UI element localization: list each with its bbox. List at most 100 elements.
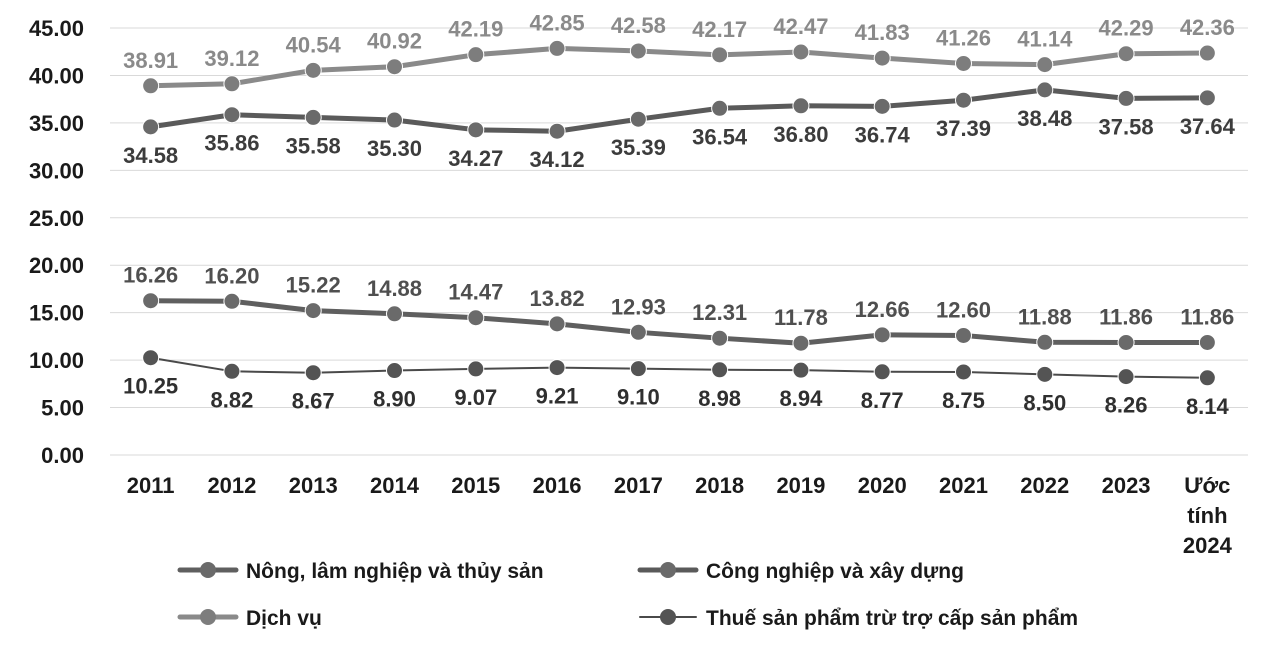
data-point [955, 363, 972, 381]
data-point [386, 111, 403, 129]
series-line [148, 87, 1210, 134]
data-point [792, 97, 810, 115]
data-point [711, 329, 729, 347]
series-line [148, 298, 1210, 346]
x-tick-label: 2013 [289, 473, 338, 498]
data-label: 8.98 [698, 386, 741, 411]
data-point [1117, 45, 1135, 63]
legend-item: Dịch vụ [177, 607, 322, 630]
x-tick-label: 2017 [614, 473, 663, 498]
legend-label: Dịch vụ [246, 607, 322, 630]
data-point [1036, 333, 1054, 351]
data-point [223, 292, 241, 310]
data-point [548, 39, 566, 57]
data-point [1117, 333, 1135, 351]
data-label: 10.25 [123, 374, 178, 399]
data-point [142, 77, 160, 95]
data-point [873, 49, 891, 67]
data-point [955, 91, 972, 109]
x-tick-label: Ước tính 2024 [1183, 473, 1233, 558]
data-point [304, 364, 322, 382]
data-label: 42.58 [611, 13, 666, 38]
data-label: 42.19 [448, 17, 503, 42]
series-1 [142, 292, 1216, 352]
data-point [304, 302, 322, 320]
data-point [629, 323, 647, 341]
data-point [1117, 89, 1135, 107]
data-label: 42.29 [1099, 16, 1154, 41]
data-label: 12.93 [611, 294, 666, 319]
y-tick-label: 10.00 [29, 348, 84, 373]
legend: Nông, lâm nghiệp và thủy sản Công nghiệp … [177, 560, 1078, 630]
data-label: 36.54 [692, 124, 748, 149]
data-label: 35.86 [204, 131, 259, 156]
legend-item: Công nghiệp và xây dựng [637, 560, 964, 583]
series-3 [142, 39, 1216, 95]
data-label: 8.94 [780, 386, 824, 411]
data-point [386, 305, 403, 323]
data-label: 42.36 [1180, 15, 1235, 40]
data-label: 12.60 [936, 297, 991, 322]
data-point [548, 359, 566, 377]
y-tick-label: 5.00 [41, 396, 84, 421]
data-label: 8.77 [861, 388, 904, 413]
x-tick-label: 2015 [451, 473, 500, 498]
data-point [548, 122, 566, 140]
legend-swatch-marker [660, 562, 676, 578]
data-label: 34.12 [530, 147, 585, 172]
data-label: 40.92 [367, 29, 422, 54]
data-label: 9.10 [617, 385, 660, 410]
data-label: 39.12 [204, 46, 259, 71]
y-tick-label: 0.00 [41, 443, 84, 468]
data-label: 38.48 [1017, 106, 1072, 131]
data-point [1036, 81, 1054, 99]
data-label: 11.86 [1180, 304, 1234, 329]
data-label: 42.17 [692, 17, 747, 42]
legend-label: Thuế sản phẩm trừ trợ cấp sản phẩm [706, 607, 1078, 630]
data-label: 9.07 [454, 385, 497, 410]
data-point [142, 292, 160, 310]
data-point [792, 361, 810, 379]
y-tick-label: 15.00 [29, 301, 84, 326]
legend-label: Công nghiệp và xây dựng [706, 560, 964, 583]
x-tick-label: 2020 [858, 473, 907, 498]
data-label: 8.90 [373, 387, 416, 412]
data-point [304, 108, 322, 126]
data-point [955, 54, 972, 72]
legend-label: Nông, lâm nghiệp và thủy sản [246, 560, 544, 583]
data-point [711, 46, 729, 64]
x-tick-label: 2014 [370, 473, 420, 498]
data-point [1117, 368, 1135, 386]
data-point [1198, 89, 1216, 107]
data-label: 11.78 [774, 305, 828, 330]
data-label: 34.58 [123, 143, 178, 168]
series-4 [142, 349, 1216, 387]
data-label: 14.88 [367, 276, 422, 301]
data-label: 41.14 [1017, 27, 1073, 52]
data-label: 42.85 [530, 10, 585, 35]
data-point [1198, 369, 1216, 387]
data-point [548, 315, 566, 333]
legend-swatch-marker [200, 562, 216, 578]
data-label: 15.22 [286, 273, 341, 298]
data-label: 37.64 [1180, 114, 1236, 139]
y-tick-label: 35.00 [29, 111, 84, 136]
data-point [142, 349, 160, 367]
data-label: 41.26 [936, 25, 991, 50]
data-point [223, 75, 241, 93]
y-tick-label: 30.00 [29, 158, 84, 183]
x-axis-ticks: 2011 2012 2013 2014 2015 2016 2017 2018 2019 2020… [127, 473, 1233, 558]
data-point [629, 110, 647, 128]
x-tick-label: 2023 [1102, 473, 1151, 498]
data-point [467, 309, 485, 327]
series-2 [142, 81, 1216, 140]
x-tick-label: 2012 [207, 473, 256, 498]
data-label: 9.21 [536, 384, 579, 409]
x-tick-label: 2022 [1020, 473, 1069, 498]
series [142, 39, 1216, 387]
data-label: 13.82 [530, 286, 585, 311]
x-tick-label: 2016 [533, 473, 582, 498]
data-label: 8.14 [1186, 394, 1230, 419]
legend-swatch-marker [200, 609, 216, 625]
